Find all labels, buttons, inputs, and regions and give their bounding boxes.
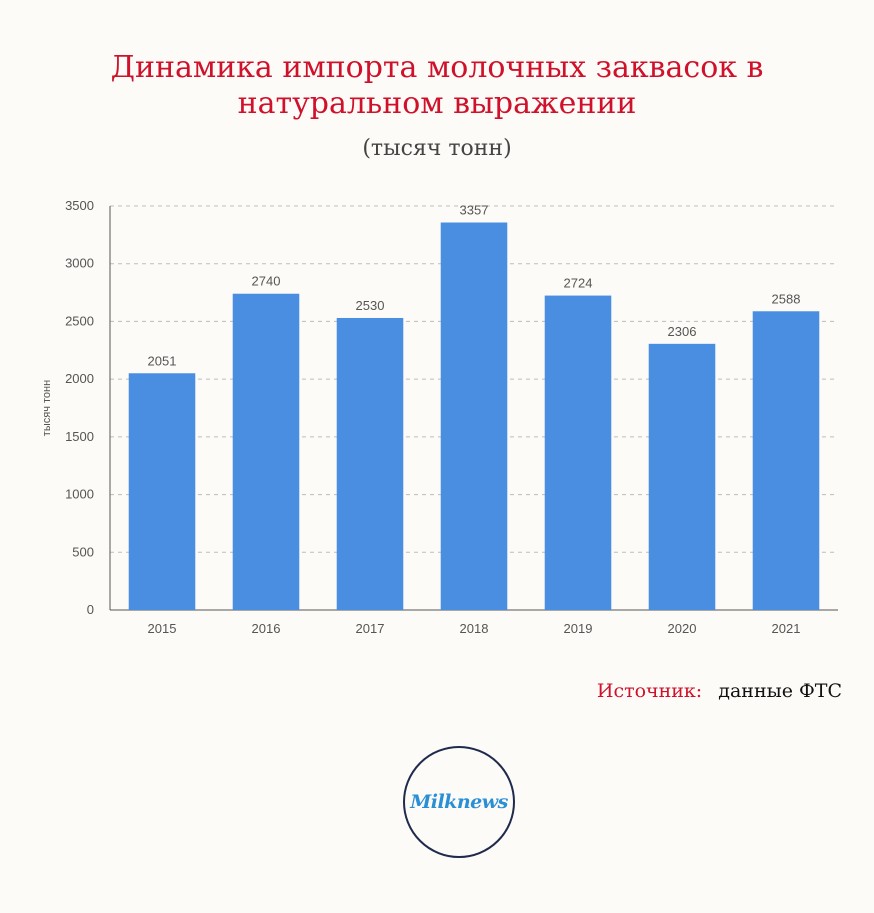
x-tick-label: 2016	[252, 621, 281, 636]
milknews-logo: Milknews	[403, 746, 515, 858]
source-note: Источник: данные ФТС	[597, 680, 842, 702]
y-tick-label: 1000	[65, 487, 94, 502]
data-label: 2588	[772, 291, 801, 306]
x-tick-label: 2017	[356, 621, 385, 636]
chart-title-line-2: натуральном выражении	[237, 86, 637, 121]
chart-title: Динамика импорта молочных заквасок в нат…	[0, 50, 874, 122]
data-label: 2530	[356, 298, 385, 313]
data-label: 2051	[148, 353, 177, 368]
y-tick-label: 2500	[65, 313, 94, 328]
x-tick-label: 2015	[148, 621, 177, 636]
y-tick-label: 1500	[65, 429, 94, 444]
bar-chart: 0 500 1000 1500 2000 2500 3000 3500 тысяч тонн 20…	[41, 198, 838, 636]
data-label: 3357	[460, 203, 489, 218]
y-tick-label: 3500	[65, 198, 94, 213]
x-tick-label: 2020	[668, 621, 697, 636]
y-tick-label: 500	[72, 544, 94, 559]
x-tick-label: 2019	[564, 621, 593, 636]
bar	[752, 311, 820, 610]
y-tick-label: 2000	[65, 371, 94, 386]
logo-text: Milknews	[410, 791, 508, 813]
bar	[440, 222, 508, 610]
data-label: 2740	[252, 274, 281, 289]
bar	[232, 293, 300, 610]
bar	[128, 373, 196, 610]
x-tick-label: 2021	[772, 621, 801, 636]
y-tick-label: 3000	[65, 256, 94, 271]
chart-title-line-1: Динамика импорта молочных заквасок в	[110, 50, 764, 85]
y-axis-title: тысяч тонн	[41, 380, 53, 436]
bar	[648, 343, 716, 610]
x-tick-label: 2018	[460, 621, 489, 636]
source-label: Источник:	[596, 680, 703, 702]
bar	[336, 317, 404, 610]
chart-subtitle: (тысяч тонн)	[362, 136, 512, 161]
source-value: данные ФТС	[718, 680, 842, 702]
bar	[544, 295, 612, 610]
y-tick-label: 0	[87, 602, 94, 617]
data-label: 2306	[668, 324, 697, 339]
data-label: 2724	[564, 276, 593, 291]
